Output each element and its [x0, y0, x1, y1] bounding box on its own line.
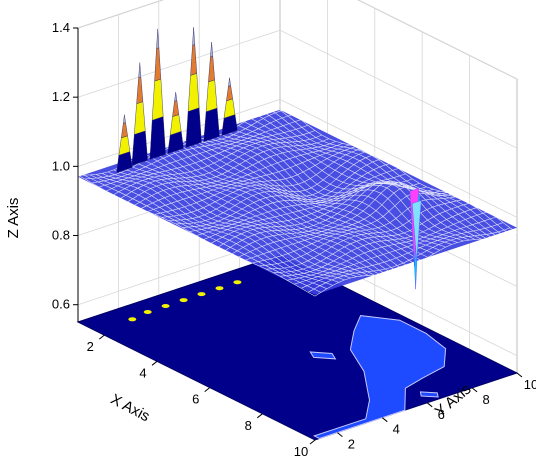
- y-tick-label: 10: [524, 377, 536, 392]
- surface-peaks: [116, 27, 238, 173]
- peak-band: [185, 107, 202, 148]
- y-tick-label: 2: [348, 437, 355, 452]
- peak-band: [156, 28, 160, 49]
- contour-region: [312, 315, 447, 440]
- y-tick-mark: [516, 372, 523, 378]
- contour-floor: [76, 254, 519, 441]
- z-tick-label: 1.0: [52, 158, 70, 173]
- peak-band: [123, 114, 126, 124]
- x-tick-mark: [309, 439, 316, 445]
- x-tick-label: 6: [192, 392, 199, 407]
- x-tick-mark: [98, 334, 105, 340]
- y-tick-mark: [426, 402, 433, 408]
- peak-band: [131, 130, 148, 166]
- contour-island: [419, 391, 439, 398]
- z-grid-line-right: [357, 0, 518, 80]
- peak: [185, 27, 202, 148]
- peak-band: [203, 107, 220, 142]
- y-tick-mark: [381, 417, 388, 423]
- peak: [221, 77, 238, 136]
- z-grid-line-left: [77, 0, 164, 29]
- x-tick-label: 8: [245, 418, 252, 433]
- surface-plane: [78, 109, 517, 295]
- y-tick-label: 6: [438, 407, 445, 422]
- floor-peak-contour: [179, 298, 188, 303]
- y-tick-label: 8: [482, 392, 489, 407]
- floor-peak-contour: [143, 310, 152, 314]
- peak: [131, 62, 148, 166]
- z-grid-line-left: [77, 29, 281, 98]
- z-tick-label: 0.8: [52, 228, 70, 243]
- axis-ticks: 0.6 0.8 1.0 1.2 1.4 2 4 6 8 10 2 4 6 8 10: [52, 20, 536, 459]
- y-tick-label: 4: [393, 422, 400, 437]
- peak-band: [174, 92, 178, 102]
- surface-dip: [411, 200, 422, 261]
- surface-dips: [409, 187, 422, 290]
- peak-band: [138, 62, 142, 79]
- z-tick-label: 0.6: [52, 297, 70, 312]
- x-tick-label: 4: [139, 365, 146, 380]
- floor-peak-contour: [161, 304, 170, 308]
- x-tick-mark: [256, 413, 263, 419]
- x-tick-mark: [204, 387, 211, 392]
- z-grid-line-right: [279, 29, 518, 149]
- z-tick-label: 1.4: [52, 20, 70, 35]
- peak: [203, 42, 220, 142]
- peak-band: [210, 42, 214, 58]
- peak-band: [192, 27, 196, 46]
- surface-mesh: [77, 104, 518, 297]
- peak: [116, 114, 133, 173]
- contour-island: [309, 351, 337, 360]
- z-tick-label: 1.2: [52, 89, 70, 104]
- x-tick-label: 2: [87, 339, 94, 354]
- peak-band: [149, 116, 166, 160]
- z-axis-title: Z Axis: [5, 198, 22, 239]
- peak: [167, 92, 184, 154]
- peak-band: [228, 77, 231, 87]
- z-grid-line-right: [279, 99, 518, 218]
- peak: [149, 28, 166, 160]
- x-tick-mark: [151, 360, 158, 366]
- floor-peak-contour: [128, 317, 137, 322]
- x-tick-label: 10: [294, 444, 308, 459]
- y-tick-mark: [471, 387, 478, 393]
- floor-peak-contour: [233, 280, 242, 285]
- floor-peak-contour: [215, 286, 224, 291]
- floor-peak-contour: [197, 292, 206, 297]
- y-tick-mark: [337, 432, 343, 437]
- x-axis-title: X Axis: [108, 391, 153, 426]
